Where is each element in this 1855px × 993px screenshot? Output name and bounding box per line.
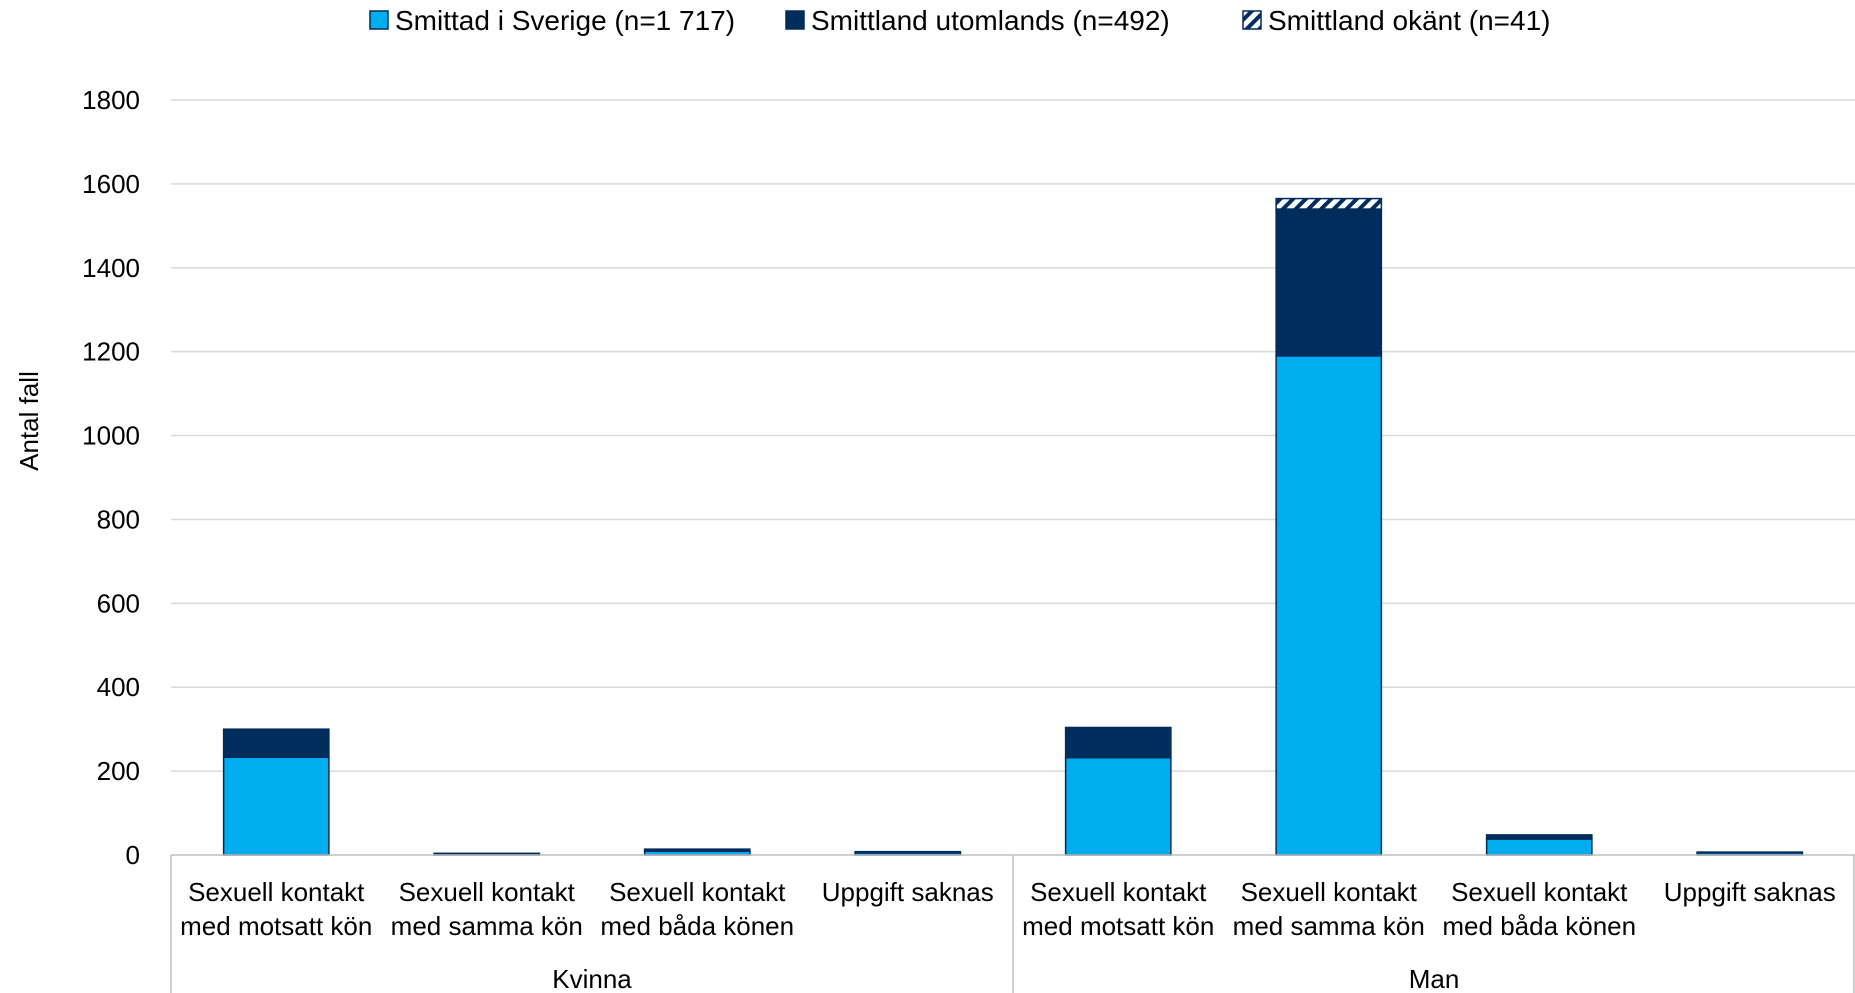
x-category-label: Sexuell kontakt	[188, 877, 365, 907]
x-group-label: Kvinna	[552, 964, 632, 993]
legend-label-series-1: Smittad i Sverige (n=1 717)	[395, 5, 735, 36]
bars	[222, 197, 1804, 856]
y-tick-label: 400	[97, 672, 140, 702]
y-tick-label: 1800	[82, 85, 140, 115]
x-category-label: Sexuell kontakt	[1241, 877, 1418, 907]
bar-segment-series-2	[1275, 208, 1383, 357]
legend-label-series-2: Smittland utomlands (n=492)	[811, 5, 1170, 36]
y-tick-label: 1000	[82, 421, 140, 451]
legend-label-series-3: Smittland okänt (n=41)	[1268, 5, 1551, 36]
x-category-label: Uppgift saknas	[1664, 877, 1836, 907]
bar-segment-series-1	[1064, 756, 1172, 856]
x-category-label: med samma kön	[1233, 911, 1425, 941]
y-tick-label: 1600	[82, 169, 140, 199]
bar-segment-series-2	[1485, 834, 1593, 840]
y-axis-title: Antal fall	[14, 371, 44, 471]
bar-segment-series-2	[222, 728, 330, 759]
y-tick-label: 1200	[82, 337, 140, 367]
y-axis-tick-labels: 0 200 400 600 800 1000 1200 1400 1600 1800	[82, 85, 140, 870]
bar-segment-series-2	[433, 852, 541, 855]
x-axis: Sexuell kontakt med motsatt kön Sexuell ko…	[170, 854, 1855, 993]
y-tick-label: 200	[97, 756, 140, 786]
x-category-label: med båda könen	[600, 911, 794, 941]
x-group-label: Man	[1409, 964, 1460, 993]
y-tick-label: 0	[126, 840, 140, 870]
legend-swatch-series-2	[785, 10, 805, 30]
x-category-label: med motsatt kön	[1022, 911, 1214, 941]
bar-segment-series-2	[1064, 726, 1172, 759]
y-tick-label: 800	[97, 504, 140, 534]
legend-swatch-series-3	[1242, 10, 1262, 30]
x-category-label: med motsatt kön	[180, 911, 372, 941]
bar-segment-series-2	[643, 848, 751, 852]
bar-segment-series-2	[854, 850, 962, 854]
legend: Smittad i Sverige (n=1 717) Smittland uto…	[369, 5, 1551, 36]
y-tick-label: 600	[97, 588, 140, 618]
x-category-label: med båda könen	[1442, 911, 1636, 941]
x-category-label: Sexuell kontakt	[609, 877, 786, 907]
x-category-label: Sexuell kontakt	[1030, 877, 1207, 907]
bar-segment-series-1	[1275, 355, 1383, 856]
x-category-label: Sexuell kontakt	[1451, 877, 1628, 907]
bar-segment-series-2	[1696, 851, 1804, 854]
y-tick-label: 1400	[82, 253, 140, 283]
bar-segment-series-1	[1485, 838, 1593, 856]
gridlines	[171, 99, 1855, 772]
legend-swatch-series-1	[369, 10, 389, 30]
bar-segment-series-3	[1275, 197, 1383, 210]
bar-segment-series-1	[222, 756, 330, 856]
x-category-label: med samma kön	[391, 911, 583, 941]
x-category-label: Uppgift saknas	[822, 877, 994, 907]
x-category-label: Sexuell kontakt	[399, 877, 576, 907]
